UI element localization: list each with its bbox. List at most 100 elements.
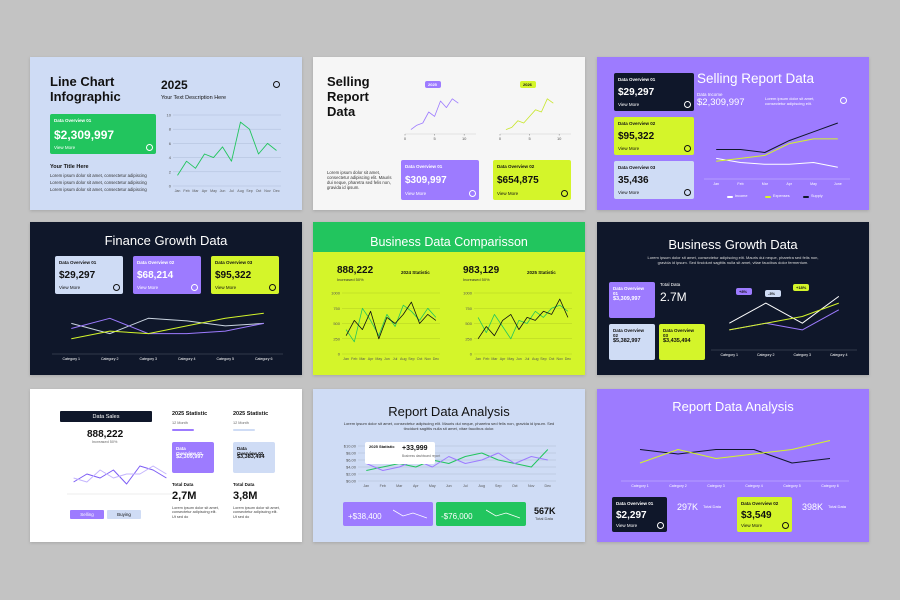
slide: Line Chart Infographic 2025 Your Text Desc…: [30, 57, 302, 210]
x-tick-label: Jul: [525, 357, 530, 361]
line-chart: 0 5 10: [404, 98, 476, 141]
total-value: 567K: [534, 506, 556, 516]
line-chart: 0 250 500 750 1000 Jan Feb Mar Apr May Jun Jul Aug Se…: [463, 291, 572, 361]
y-tick-label: 250: [465, 336, 472, 341]
x-tick-label: Mar: [762, 182, 769, 186]
total-value: 2,7M: [172, 490, 197, 502]
x-tick-label: Category 2: [669, 484, 687, 488]
change: Increased 50%: [92, 440, 118, 444]
x-tick-label: June: [834, 182, 842, 186]
total-label: Total Data: [660, 282, 681, 287]
y-tick-label: 1000: [331, 291, 341, 296]
arrow-icon: [273, 81, 280, 88]
line-chart: Category 1 Category 2 Category 3 Category 4…: [621, 440, 849, 488]
x-tick-label: Sep: [540, 357, 546, 361]
legend-label: Income: [735, 194, 748, 198]
y-tick-label: 10: [167, 113, 172, 118]
slide: Data Sales 888,222 Increased 50% Selling Buy…: [30, 389, 302, 542]
annotation: +8%: [739, 288, 748, 294]
arrow-icon: [269, 284, 276, 291]
chart-tag-label: 2026: [523, 81, 532, 87]
x-tick-label: Sep: [495, 484, 501, 488]
stat-change: Increased 50%: [337, 277, 364, 282]
x-tick-label: May: [507, 357, 514, 361]
total-label: Total Data: [703, 504, 722, 509]
button: [70, 510, 104, 519]
arrow-icon: [657, 522, 664, 529]
total-label: Total Data: [172, 482, 194, 487]
button: [107, 510, 141, 519]
paragraph: Lorem ipsum dolor sit amet, consectetur …: [647, 255, 819, 265]
y-tick-label: 0: [470, 352, 473, 357]
card-link: View More: [618, 146, 640, 151]
x-tick-label: Feb: [483, 357, 489, 361]
sparkline-path: [486, 509, 520, 519]
card-label: Data Overview 01: [176, 446, 203, 457]
y-tick-label: 8: [169, 127, 172, 132]
card-label: Data Overview 03: [215, 260, 253, 265]
description: Your Text Description Here: [161, 95, 227, 101]
card-value: $654,875: [497, 175, 539, 187]
y-tick-label: 4: [169, 155, 172, 160]
card-value: $95,322: [618, 131, 655, 143]
stat-period: 12 Month: [172, 421, 188, 425]
y-tick-label: 0: [338, 352, 341, 357]
stat-title: 2025 Statistic: [233, 411, 269, 417]
progress: [172, 429, 194, 431]
series-line: [71, 312, 264, 340]
slide: Data Overview 01 $29,297 View More Data Ove…: [597, 57, 869, 210]
card-link: View More: [215, 285, 237, 290]
slide-title: Report Data Analysis: [388, 404, 510, 419]
stat-title: 2025 Statistic: [172, 411, 208, 417]
series-line: [729, 302, 839, 331]
button-label: Buying: [117, 512, 131, 517]
line-chart: 0 250 500 750 1000 Jan Feb Mar Apr May Jun Jul Aug Se…: [331, 291, 440, 361]
total-value: 2.7M: [660, 290, 687, 304]
x-tick-label: Oct: [549, 357, 555, 361]
slide-title: Line Chart Infographic: [50, 74, 121, 104]
sparkline-path: [393, 509, 427, 519]
arrow-icon: [469, 190, 476, 197]
series-line: [410, 98, 459, 130]
x-tick-label: Apr: [368, 357, 374, 361]
x-tick-label: Apr: [500, 357, 506, 361]
total-label: Total Data: [535, 516, 554, 521]
card-value: $2,309,997: [54, 128, 115, 143]
x-tick-label: 10: [557, 136, 562, 141]
x-tick-label: Jan: [713, 182, 719, 186]
line-chart: Category 1 Category 2 Category 3 Category 4…: [52, 312, 283, 361]
legend-swatch: [765, 196, 771, 198]
x-tick-label: Aug: [400, 357, 406, 361]
chart-tag-label: 2025: [428, 81, 437, 87]
total-label: Total Data: [828, 504, 847, 509]
paragraph: Lorem ipsum dolor sit amet, consectetur …: [343, 421, 555, 431]
x-tick-label: Feb: [351, 357, 357, 361]
x-tick-label: 10: [462, 136, 467, 141]
y-tick-label: $10,00: [344, 444, 357, 449]
x-tick-label: Nov: [264, 189, 271, 193]
slide: Business Data Comparisson 888,222 2024 Sta…: [313, 222, 585, 375]
overview-card: [233, 442, 275, 473]
slide-title: Business Growth Data: [668, 237, 798, 252]
x-tick-label: Jun: [516, 357, 522, 361]
y-tick-label: $8,00: [346, 451, 357, 456]
x-tick-label: Category 1: [631, 484, 649, 488]
card-link: View More: [497, 191, 519, 196]
card-value: $3,309,997: [613, 295, 641, 302]
card-label: Data Overview 01: [613, 286, 645, 297]
popup-card: [365, 442, 435, 464]
stat-label: 2025 Statistic: [527, 270, 556, 275]
slide: Selling Report Data Lorem ipsum dolor sit…: [313, 57, 585, 210]
year: 2025: [161, 78, 188, 92]
x-tick-label: Apr: [202, 189, 208, 193]
arrow-icon: [782, 522, 789, 529]
slide-title: Selling Report Data: [697, 71, 815, 86]
x-tick-label: Jul: [393, 357, 398, 361]
x-tick-label: Aug: [237, 189, 243, 193]
x-tick-label: Category 6: [821, 484, 839, 488]
x-tick-label: Jun: [446, 484, 452, 488]
arrow-icon: [684, 189, 691, 196]
card-value: $29,297: [59, 270, 96, 282]
x-tick-label: Nov: [528, 484, 535, 488]
x-tick-label: 5: [528, 136, 531, 141]
